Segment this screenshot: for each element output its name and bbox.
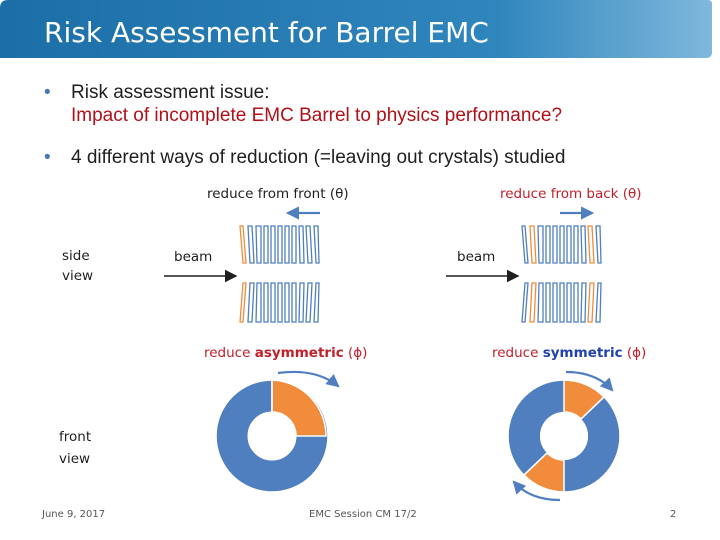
bullet-dot-icon: • xyxy=(44,82,51,103)
bullet-dot-icon: • xyxy=(44,147,51,168)
rotate-arrow-asym xyxy=(277,370,340,388)
bullet-line: 4 different ways of reduction (=leaving … xyxy=(71,147,566,168)
ring-symmetric xyxy=(507,379,621,493)
front-view-line: front xyxy=(59,429,92,445)
title-bar xyxy=(0,0,712,58)
asym-suffix: (ϕ) xyxy=(343,345,368,361)
rotate-arrow-sym-bottom xyxy=(512,480,561,502)
ring-asymmetric xyxy=(215,379,329,493)
crystal-barrel-left xyxy=(239,225,320,323)
crystal-barrel-right xyxy=(521,225,602,323)
page-title: Risk Assessment for Barrel EMC xyxy=(44,16,489,49)
label-reduce-front: reduce from front (θ) xyxy=(207,186,349,202)
asym-prefix: reduce xyxy=(204,345,255,361)
label-reduce-symmetric: reduce symmetric (ϕ) xyxy=(492,345,646,361)
sym-suffix: (ϕ) xyxy=(622,345,647,361)
label-beam-left: beam xyxy=(174,249,213,265)
sym-prefix: reduce xyxy=(492,345,543,361)
side-view-line: view xyxy=(62,268,94,284)
side-view-line: side xyxy=(62,248,90,264)
label-front-view: front view xyxy=(59,426,91,470)
asym-word: asymmetric xyxy=(254,345,344,361)
front-view-line: view xyxy=(59,451,91,467)
bullet-line: Risk assessment issue: xyxy=(71,82,270,103)
label-reduce-asymmetric: reduce asymmetric (ϕ) xyxy=(204,345,367,361)
label-beam-right: beam xyxy=(457,249,496,265)
label-reduce-back: reduce from back (θ) xyxy=(500,186,642,202)
bullet-subline: Impact of incomplete EMC Barrel to physi… xyxy=(71,105,563,126)
footer-session: EMC Session CM 17/2 xyxy=(309,509,417,520)
sym-word: symmetric xyxy=(542,345,623,361)
footer-date: June 9, 2017 xyxy=(42,509,106,520)
rotate-arrow-sym-top xyxy=(565,370,614,392)
label-side-view: side view xyxy=(62,246,93,286)
footer-page-number: 2 xyxy=(670,509,677,520)
